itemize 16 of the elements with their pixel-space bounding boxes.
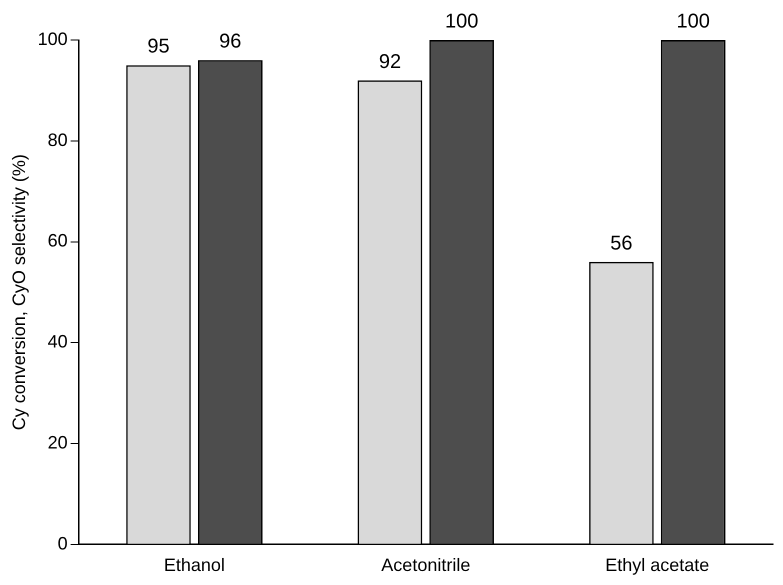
y-tick-label: 80 (48, 130, 68, 150)
x-tick-label: Acetonitrile (381, 555, 470, 576)
x-tick-label: Ethyl acetate (605, 555, 710, 576)
x-tick-label: Ethanol (164, 555, 225, 576)
data-label: 95 (147, 36, 170, 58)
y-tick-label: 0 (58, 533, 68, 554)
data-label: 96 (219, 30, 242, 53)
y-tick-label: 60 (48, 230, 68, 251)
data-label: 56 (610, 232, 633, 254)
y-tick-label: 100 (38, 28, 68, 49)
data-label: 92 (378, 50, 402, 73)
y-tick-label: 20 (48, 432, 68, 452)
y-axis-title: Cy conversion, CyO selectivity (%) (8, 154, 29, 430)
data-label: 100 (676, 10, 710, 33)
data-label: 100 (445, 10, 478, 33)
y-tick-label: 40 (48, 332, 68, 352)
